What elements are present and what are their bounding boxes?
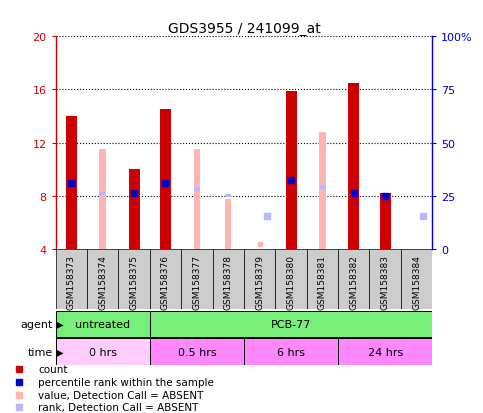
FancyBboxPatch shape	[307, 249, 338, 309]
Text: GSM158374: GSM158374	[98, 254, 107, 309]
Text: ▶: ▶	[53, 319, 64, 330]
Text: GSM158377: GSM158377	[192, 254, 201, 309]
Bar	[160, 110, 171, 249]
Text: 6 hrs: 6 hrs	[277, 347, 305, 357]
Bar	[319, 187, 326, 190]
Title: GDS3955 / 241099_at: GDS3955 / 241099_at	[168, 22, 320, 36]
Bar	[285, 92, 297, 249]
Text: PCB-77: PCB-77	[271, 319, 311, 330]
Bar	[194, 188, 200, 191]
FancyBboxPatch shape	[150, 249, 181, 309]
Text: untreated: untreated	[75, 319, 130, 330]
FancyBboxPatch shape	[150, 311, 432, 337]
Bar	[225, 195, 231, 198]
Text: percentile rank within the sample: percentile rank within the sample	[38, 377, 214, 387]
FancyBboxPatch shape	[56, 339, 150, 365]
Text: GSM158376: GSM158376	[161, 254, 170, 309]
Text: GSM158381: GSM158381	[318, 254, 327, 309]
Text: 24 hrs: 24 hrs	[368, 347, 403, 357]
Bar	[194, 150, 200, 249]
FancyBboxPatch shape	[150, 339, 244, 365]
Bar	[99, 150, 106, 249]
Text: count: count	[38, 364, 68, 374]
Bar	[225, 199, 231, 249]
Text: GSM158383: GSM158383	[381, 254, 390, 309]
Text: GSM158375: GSM158375	[129, 254, 139, 309]
FancyBboxPatch shape	[401, 249, 432, 309]
Bar	[380, 194, 391, 249]
Bar	[128, 170, 140, 249]
FancyBboxPatch shape	[87, 249, 118, 309]
FancyBboxPatch shape	[213, 249, 244, 309]
Text: ▶: ▶	[53, 347, 64, 357]
FancyBboxPatch shape	[275, 249, 307, 309]
Text: GSM158378: GSM158378	[224, 254, 233, 309]
FancyBboxPatch shape	[56, 249, 87, 309]
FancyBboxPatch shape	[244, 339, 338, 365]
Text: GSM158373: GSM158373	[67, 254, 76, 309]
Bar	[348, 83, 359, 249]
FancyBboxPatch shape	[338, 339, 432, 365]
FancyBboxPatch shape	[118, 249, 150, 309]
Text: GSM158384: GSM158384	[412, 254, 421, 309]
Text: GSM158382: GSM158382	[349, 254, 358, 309]
Text: 0 hrs: 0 hrs	[89, 347, 116, 357]
Bar	[66, 117, 77, 249]
Text: rank, Detection Call = ABSENT: rank, Detection Call = ABSENT	[38, 402, 199, 412]
Text: GSM158379: GSM158379	[255, 254, 264, 309]
Bar	[319, 133, 326, 249]
FancyBboxPatch shape	[244, 249, 275, 309]
FancyBboxPatch shape	[181, 249, 213, 309]
FancyBboxPatch shape	[56, 311, 150, 337]
Text: value, Detection Call = ABSENT: value, Detection Call = ABSENT	[38, 390, 204, 400]
Text: 0.5 hrs: 0.5 hrs	[178, 347, 216, 357]
FancyBboxPatch shape	[338, 249, 369, 309]
FancyBboxPatch shape	[369, 249, 401, 309]
Bar	[99, 192, 106, 195]
Text: time: time	[28, 347, 53, 357]
Text: agent: agent	[21, 319, 53, 330]
Text: GSM158380: GSM158380	[286, 254, 296, 309]
